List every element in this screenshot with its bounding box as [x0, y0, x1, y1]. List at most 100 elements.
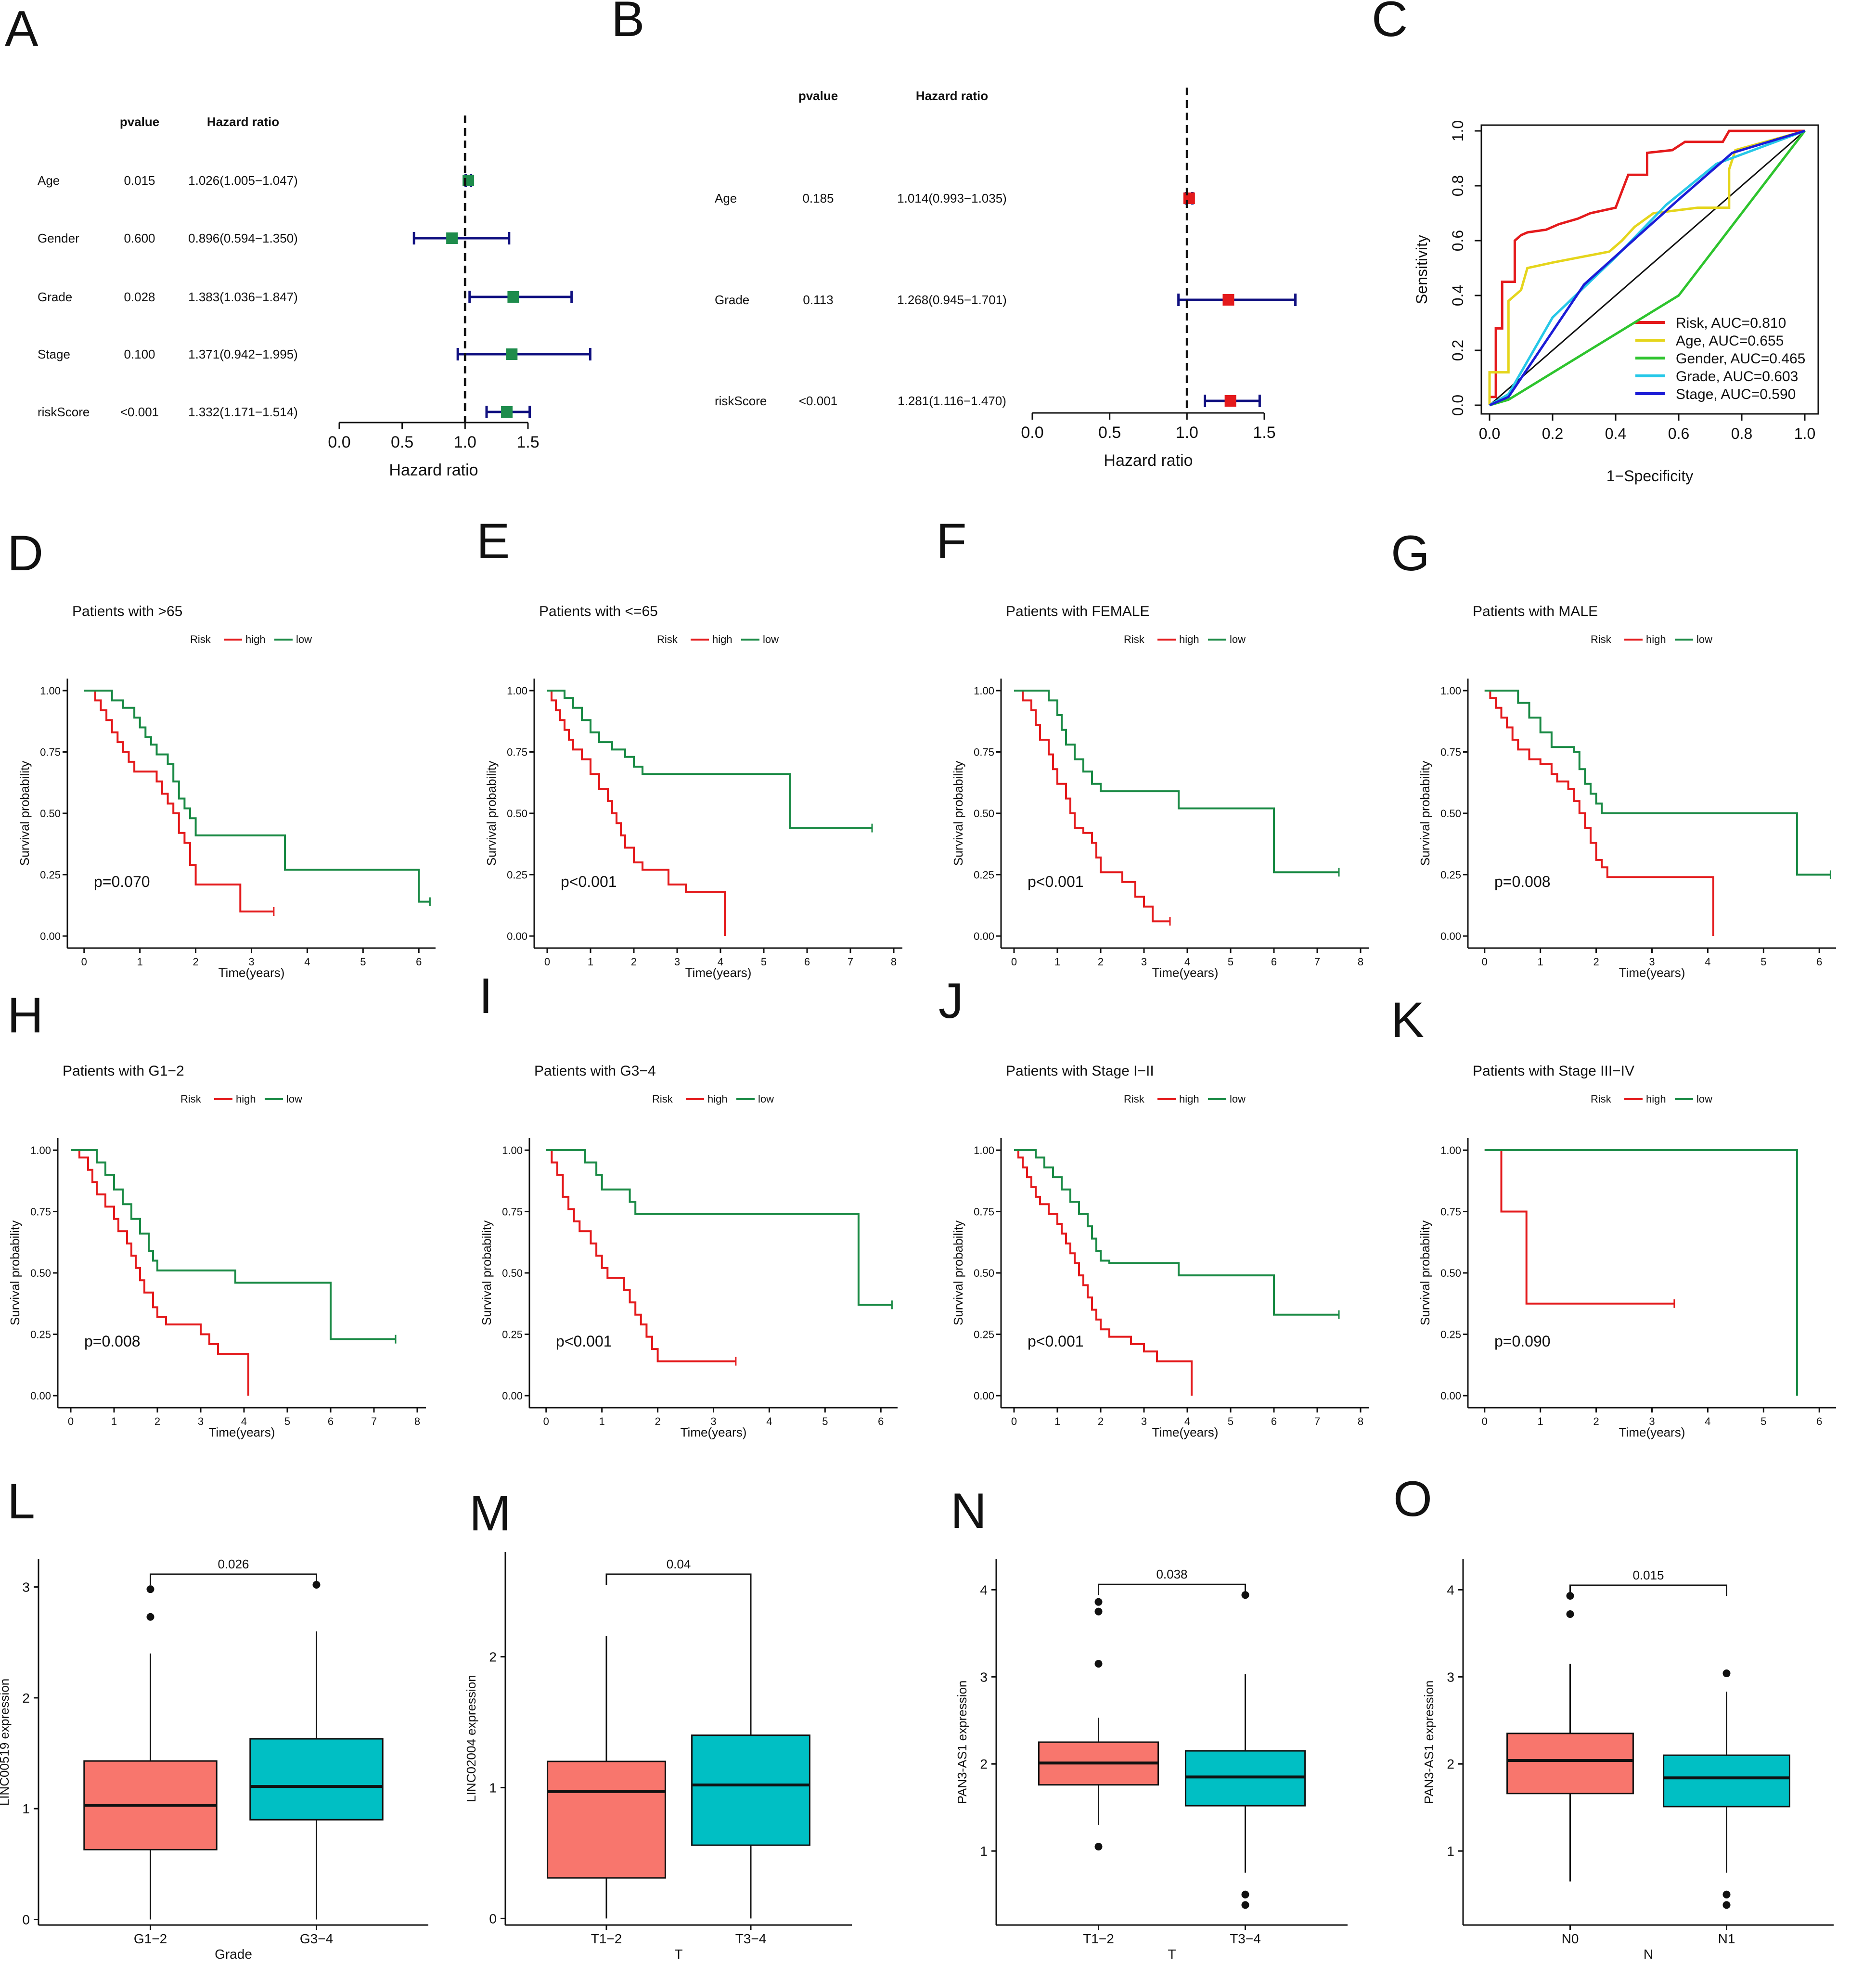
forest-tick-label: 0.0 [328, 433, 350, 451]
km-x-tick-label: 0 [81, 956, 87, 968]
km-x-tick-label: 7 [1314, 956, 1320, 968]
km-x-tick-label: 5 [1228, 1415, 1234, 1427]
box-y-tick-label: 3 [1447, 1669, 1454, 1684]
roc-series-line [1489, 129, 1805, 407]
km-legend-title: Risk [652, 1093, 673, 1105]
forest-row-pvalue: 0.015 [124, 173, 155, 188]
roc-y-tick-label: 0.0 [1449, 395, 1466, 416]
roc-x-tick-label: 0.4 [1605, 425, 1626, 442]
box-significance-bracket [150, 1573, 317, 1585]
km-x-tick-label: 4 [766, 1415, 772, 1427]
km-y-tick-label: 0.00 [30, 1390, 51, 1402]
panel-letter-n: N [951, 1483, 987, 1539]
km-curve-low [1484, 690, 1831, 876]
km-y-tick-label: 0.50 [974, 808, 994, 820]
km-x-tick-label: 2 [1593, 1415, 1599, 1427]
roc-x-axis-title: 1−Specificity [1606, 467, 1694, 485]
km-x-tick-label: 1 [111, 1415, 117, 1427]
box-iqr-0 [547, 1760, 666, 1879]
box-x-axis-title: T [1168, 1947, 1176, 1962]
km-curve-high [547, 690, 726, 936]
km-x-tick-label: 5 [284, 1415, 290, 1427]
box-outlier [1241, 1890, 1249, 1899]
km-x-tick-label: 6 [1271, 956, 1277, 968]
km-legend-title: Risk [1591, 1093, 1612, 1105]
km-plot-k: Patients with Stage III−IV Risk high low 0.0… [1418, 1063, 1836, 1439]
roc-series-line [1488, 129, 1805, 405]
box-outlier [1094, 1843, 1103, 1851]
boxplot-m: 0 1 2 LINC02004 expression T T1−2 T3−4 0.04 [464, 1552, 852, 1962]
km-x-tick-label: 4 [241, 1415, 247, 1427]
panel-letter-e: E [476, 513, 510, 569]
box-y-tick-label: 4 [1447, 1582, 1454, 1597]
km-x-tick-label: 7 [371, 1415, 377, 1427]
box-x-tick-label: N0 [1562, 1931, 1579, 1946]
forest-row-pvalue: <0.001 [799, 394, 837, 408]
roc-legend-label: Age, AUC=0.655 [1676, 333, 1784, 349]
panel-letter-d: D [7, 526, 43, 581]
forest-hr-marker [1222, 294, 1234, 306]
roc-y-tick-label: 0.6 [1449, 230, 1466, 251]
km-y-tick-label: 1.00 [1440, 685, 1461, 697]
panel-letter-o: O [1393, 1471, 1432, 1527]
box-y-tick-label: 1 [489, 1780, 497, 1795]
km-y-tick-label: 0.75 [974, 746, 994, 758]
km-pvalue: p=0.008 [84, 1333, 141, 1350]
km-x-tick-label: 3 [1649, 1415, 1655, 1427]
km-x-axis-title: Time(years) [218, 965, 285, 980]
forest-row-pvalue: <0.001 [120, 405, 159, 419]
panel-letter-l: L [7, 1474, 35, 1529]
box-y-tick-label: 2 [22, 1691, 30, 1706]
km-x-axis-title: Time(years) [1152, 1425, 1219, 1439]
roc-plot: 0.0 0.0 0.2 0.2 0.4 0.4 0.6 0.6 0.8 0.8 1.0 1.0 1−Sp… [1413, 120, 1819, 485]
box-x-tick-label: T3−4 [1230, 1931, 1261, 1946]
km-y-tick-label: 0.50 [1440, 808, 1461, 820]
km-legend-label: high [712, 633, 732, 645]
panel-letter-b: B [611, 0, 644, 47]
box-x-axis-title: T [674, 1947, 682, 1962]
km-curve-low [71, 1149, 396, 1340]
roc-series-line [1489, 130, 1806, 407]
km-y-tick-label: 0.75 [40, 746, 61, 758]
km-x-tick-label: 3 [674, 956, 680, 968]
km-plot-g: Patients with MALE Risk high low 0.00 0.25 0.5… [1418, 603, 1836, 980]
km-legend-label: low [296, 633, 312, 645]
box-outlier [1094, 1660, 1103, 1668]
panel-letter-m: M [469, 1486, 511, 1541]
km-y-tick-label: 0.00 [974, 1390, 994, 1402]
km-title: Patients with Stage III−IV [1473, 1063, 1634, 1079]
km-x-tick-label: 3 [198, 1415, 204, 1427]
km-x-tick-label: 0 [1482, 1415, 1488, 1427]
km-x-tick-label: 3 [248, 956, 254, 968]
km-y-axis-title: Survival probability [484, 761, 499, 866]
forest-header-pvalue: pvalue [120, 115, 159, 129]
km-x-tick-label: 0 [68, 1415, 74, 1427]
km-y-tick-label: 0.00 [502, 1390, 523, 1402]
forest-tick-label: 1.0 [454, 433, 476, 451]
forest-row-hr-text: 1.281(1.116−1.470) [898, 394, 1006, 408]
box-significance-label: 0.038 [1156, 1567, 1187, 1581]
boxplot-l: 0 1 2 3 LINC00519 expression Grade G1−2 G3−4 0.0… [0, 1557, 428, 1962]
box-x-tick-label: G3−4 [300, 1931, 333, 1946]
box-significance-bracket [1098, 1583, 1246, 1595]
roc-series-line [1488, 129, 1805, 405]
roc-x-tick-label: 1.0 [1794, 425, 1815, 442]
km-x-tick-label: 2 [1098, 956, 1104, 968]
km-curve-high [1484, 1149, 1674, 1305]
box-y-axis-title: PAN3-AS1 expression [955, 1681, 969, 1804]
km-y-tick-label: 1.00 [1440, 1144, 1461, 1156]
km-x-axis-title: Time(years) [1152, 965, 1219, 980]
box-outlier [1241, 1901, 1249, 1909]
forest-tick-label: 1.5 [516, 433, 539, 451]
km-y-tick-label: 1.00 [502, 1144, 523, 1156]
km-legend-label: high [1646, 1093, 1666, 1105]
km-y-tick-label: 0.75 [1440, 1206, 1461, 1218]
roc-legend-label: Stage, AUC=0.590 [1676, 386, 1796, 402]
forest-hr-marker [1224, 395, 1236, 407]
km-y-tick-label: 1.00 [974, 685, 994, 697]
forest-row-hr-text: 1.026(1.005−1.047) [188, 173, 298, 188]
box-significance-bracket [605, 1573, 752, 1585]
km-x-tick-label: 2 [154, 1415, 160, 1427]
km-pvalue: p=0.070 [94, 873, 150, 890]
roc-diagonal [1489, 130, 1805, 406]
